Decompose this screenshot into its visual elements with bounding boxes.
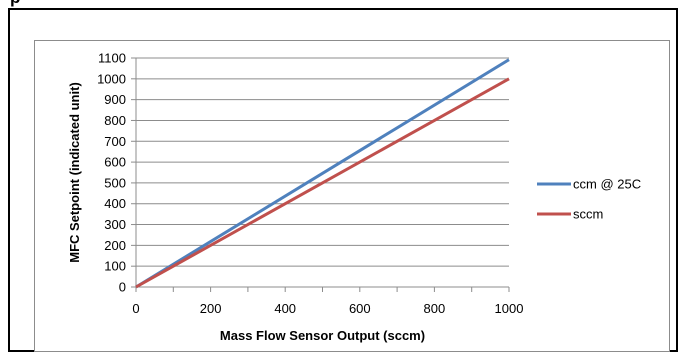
y-tick-label: 200: [104, 238, 126, 253]
y-tick-label: 1000: [97, 71, 126, 86]
y-tick-label: 700: [104, 134, 126, 149]
y-tick-label: 100: [104, 259, 126, 274]
x-tick-label: 1000: [495, 301, 524, 316]
y-tick-label: 600: [104, 155, 126, 170]
y-tick-label: 300: [104, 217, 126, 232]
y-tick-label: 400: [104, 196, 126, 211]
x-tick-label: 200: [200, 301, 222, 316]
y-tick-label: 500: [104, 175, 126, 190]
series-line: [136, 60, 509, 287]
x-tick-label: 0: [132, 301, 139, 316]
y-tick-label: 800: [104, 113, 126, 128]
x-axis-title: Mass Flow Sensor Output (sccm): [220, 328, 425, 343]
gridlines: [136, 58, 509, 266]
x-tick-label: 600: [349, 301, 371, 316]
x-axis: 0 200 400 600 800 1000: [132, 287, 523, 316]
legend: ccm @ 25C sccm: [537, 177, 641, 222]
legend-label: ccm @ 25C: [573, 177, 641, 192]
y-axis-title: MFC Setpoint (indicated unit): [67, 82, 82, 263]
x-tick-label: 800: [424, 301, 446, 316]
y-tick-label: 0: [119, 280, 126, 295]
x-tick-label: 400: [274, 301, 296, 316]
y-tick-label: 900: [104, 92, 126, 107]
series-group: [136, 60, 509, 287]
legend-label: sccm: [573, 207, 603, 222]
y-axis: 0 100 200 300 400 500 600 700 800 900 1000 1100: [97, 51, 136, 295]
y-tick-label: 1100: [98, 51, 126, 66]
